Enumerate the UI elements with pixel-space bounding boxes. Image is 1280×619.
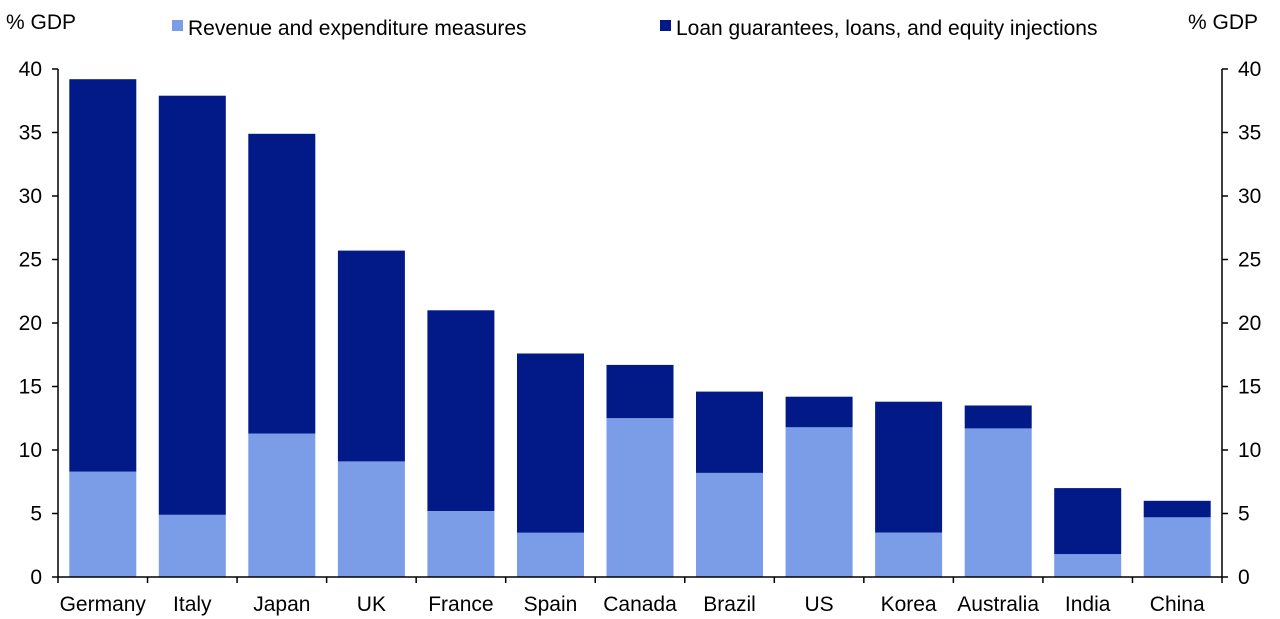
bar-spain-loans <box>517 353 584 533</box>
bar-us-revenue <box>785 427 853 577</box>
legend-swatch-loans <box>660 20 671 31</box>
x-tick-label-us: US <box>804 593 833 616</box>
left-y-tick-label: 5 <box>30 503 42 526</box>
x-tick-label-canada: Canada <box>603 593 677 616</box>
bar-india-revenue <box>1054 554 1122 577</box>
bar-brazil-revenue <box>696 472 763 577</box>
x-tick-label-brazil: Brazil <box>703 593 756 616</box>
x-tick-label-spain: Spain <box>524 593 578 616</box>
bar-italy-loans <box>158 95 226 515</box>
bar-germany-loans <box>69 79 137 472</box>
bar-china-revenue <box>1143 517 1211 577</box>
bar-korea-loans <box>875 401 943 533</box>
bar-brazil-loans <box>696 391 763 473</box>
left-y-tick-label: 30 <box>19 185 42 208</box>
left-y-tick-label: 40 <box>19 58 42 81</box>
x-tick-label-india: India <box>1065 593 1111 616</box>
x-tick-label-italy: Italy <box>173 593 212 616</box>
bar-japan-loans <box>248 133 316 434</box>
bar-spain-revenue <box>517 532 584 577</box>
bar-japan-revenue <box>248 433 316 577</box>
legend-label-revenue: Revenue and expenditure measures <box>188 17 527 40</box>
bar-korea-revenue <box>875 532 943 577</box>
right-y-tick-label: 25 <box>1238 249 1261 272</box>
right-y-tick-label: 30 <box>1238 185 1261 208</box>
x-tick-label-uk: UK <box>357 593 386 616</box>
bar-china-loans <box>1143 500 1211 518</box>
right-y-tick-label: 0 <box>1238 566 1250 589</box>
bar-us-loans <box>785 396 853 428</box>
x-tick-label-china: China <box>1150 593 1205 616</box>
bar-uk-loans <box>337 250 405 462</box>
legend: Revenue and expenditure measures Loan gu… <box>172 17 1097 40</box>
left-y-tick-label: 35 <box>19 122 42 145</box>
plot-area: 0 0 5 5 10 10 15 15 20 20 25 25 30 30 35 35 40 40 Germany I… <box>19 58 1262 616</box>
right-y-tick-label: 15 <box>1238 376 1261 399</box>
x-tick-label-korea: Korea <box>881 593 937 616</box>
right-y-tick-label: 40 <box>1238 58 1261 81</box>
left-axis-unit-label: % GDP <box>6 11 76 34</box>
right-axis-unit-label: % GDP <box>1188 11 1258 34</box>
bar-canada-revenue <box>606 418 674 578</box>
bar-canada-loans <box>606 364 674 419</box>
bar-india-loans <box>1054 488 1122 555</box>
x-tick-label-australia: Australia <box>957 593 1039 616</box>
bar-germany-revenue <box>69 471 137 577</box>
left-y-tick-label: 25 <box>19 249 42 272</box>
left-y-tick-label: 0 <box>30 566 42 589</box>
x-tick-label-japan: Japan <box>253 593 310 616</box>
left-y-tick-label: 15 <box>19 376 42 399</box>
bar-australia-revenue <box>964 428 1032 577</box>
bar-uk-revenue <box>337 461 405 577</box>
x-tick-label-france: France <box>428 593 493 616</box>
x-tick-label-germany: Germany <box>60 593 147 616</box>
left-y-tick-label: 20 <box>19 312 42 335</box>
right-y-tick-label: 5 <box>1238 503 1250 526</box>
right-y-tick-label: 20 <box>1238 312 1261 335</box>
bar-france-revenue <box>427 511 495 577</box>
bar-france-loans <box>427 310 495 511</box>
bar-italy-revenue <box>158 514 226 577</box>
left-y-tick-label: 10 <box>19 439 42 462</box>
bar-australia-loans <box>964 405 1032 429</box>
right-y-tick-label: 10 <box>1238 439 1261 462</box>
legend-swatch-revenue <box>172 20 183 31</box>
legend-label-loans: Loan guarantees, loans, and equity injec… <box>676 17 1097 40</box>
right-y-tick-label: 35 <box>1238 122 1261 145</box>
